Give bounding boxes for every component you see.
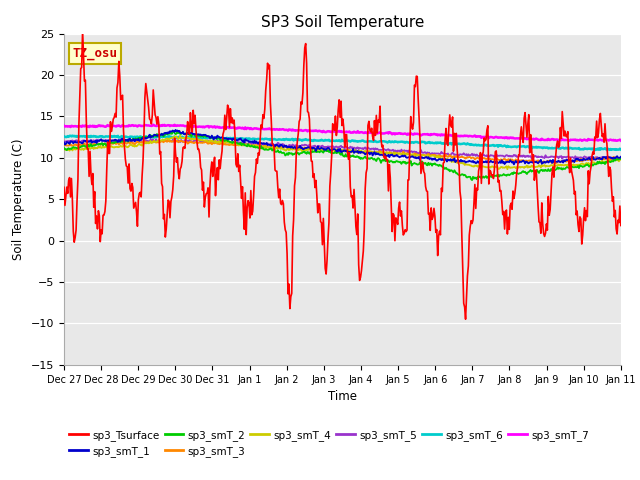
sp3_smT_1 bbox=[60, 140, 68, 145]
sp3_smT_3 bbox=[617, 155, 625, 161]
Line: sp3_Tsurface: sp3_Tsurface bbox=[64, 30, 621, 319]
sp3_smT_5 bbox=[159, 138, 167, 144]
sp3_smT_4 bbox=[159, 137, 166, 143]
Line: sp3_smT_5: sp3_smT_5 bbox=[64, 139, 621, 159]
sp3_smT_4 bbox=[60, 146, 68, 152]
sp3_smT_1 bbox=[172, 127, 179, 133]
sp3_smT_6 bbox=[159, 133, 167, 139]
Line: sp3_smT_2: sp3_smT_2 bbox=[64, 132, 621, 180]
sp3_smT_7 bbox=[433, 132, 440, 137]
Line: sp3_smT_7: sp3_smT_7 bbox=[64, 125, 621, 141]
sp3_smT_7 bbox=[389, 131, 397, 136]
sp3_smT_2 bbox=[60, 145, 68, 151]
Line: sp3_smT_1: sp3_smT_1 bbox=[64, 130, 621, 164]
sp3_smT_1 bbox=[159, 132, 166, 138]
sp3_smT_5 bbox=[60, 139, 68, 145]
sp3_smT_7 bbox=[617, 138, 625, 144]
Text: TZ_osu: TZ_osu bbox=[72, 47, 117, 60]
sp3_Tsurface bbox=[481, 138, 489, 144]
sp3_Tsurface bbox=[433, 227, 440, 232]
sp3_smT_6 bbox=[60, 133, 68, 139]
sp3_smT_1 bbox=[617, 154, 625, 160]
sp3_Tsurface bbox=[60, 184, 68, 190]
sp3_smT_4 bbox=[504, 166, 511, 172]
sp3_smT_6 bbox=[204, 134, 212, 140]
sp3_smT_1 bbox=[480, 159, 488, 165]
sp3_Tsurface bbox=[461, 316, 469, 322]
sp3_smT_1 bbox=[204, 133, 212, 139]
sp3_smT_3 bbox=[60, 142, 68, 148]
sp3_smT_4 bbox=[204, 138, 212, 144]
sp3_smT_5 bbox=[617, 155, 625, 160]
sp3_smT_2 bbox=[481, 174, 489, 180]
sp3_smT_5 bbox=[597, 156, 605, 162]
Line: sp3_smT_3: sp3_smT_3 bbox=[64, 140, 621, 163]
Legend: sp3_Tsurface, sp3_smT_1, sp3_smT_2, sp3_smT_3, sp3_smT_4, sp3_smT_5, sp3_smT_6, : sp3_Tsurface, sp3_smT_1, sp3_smT_2, sp3_… bbox=[69, 430, 589, 456]
X-axis label: Time: Time bbox=[328, 390, 357, 403]
sp3_smT_7 bbox=[149, 122, 157, 128]
sp3_smT_4 bbox=[617, 156, 625, 162]
sp3_smT_6 bbox=[433, 141, 440, 146]
sp3_Tsurface bbox=[79, 27, 86, 33]
sp3_smT_6 bbox=[313, 138, 321, 144]
sp3_smT_3 bbox=[433, 153, 440, 159]
sp3_smT_6 bbox=[68, 133, 76, 139]
sp3_smT_7 bbox=[159, 123, 167, 129]
sp3_smT_7 bbox=[480, 134, 488, 140]
sp3_smT_2 bbox=[204, 133, 212, 139]
sp3_Tsurface bbox=[313, 192, 321, 198]
sp3_smT_2 bbox=[389, 160, 397, 166]
sp3_smT_7 bbox=[204, 123, 212, 129]
sp3_smT_7 bbox=[60, 123, 68, 129]
sp3_smT_2 bbox=[313, 149, 321, 155]
sp3_Tsurface bbox=[159, 216, 167, 222]
sp3_smT_3 bbox=[480, 155, 488, 161]
sp3_smT_1 bbox=[313, 146, 321, 152]
Line: sp3_smT_4: sp3_smT_4 bbox=[64, 136, 621, 169]
Title: SP3 Soil Temperature: SP3 Soil Temperature bbox=[260, 15, 424, 30]
sp3_smT_5 bbox=[433, 151, 440, 156]
sp3_smT_4 bbox=[389, 151, 397, 157]
sp3_smT_6 bbox=[480, 143, 488, 148]
sp3_smT_1 bbox=[389, 153, 397, 159]
sp3_smT_3 bbox=[389, 151, 397, 156]
sp3_smT_5 bbox=[313, 144, 321, 150]
sp3_smT_3 bbox=[313, 146, 321, 152]
sp3_smT_6 bbox=[591, 147, 598, 153]
sp3_Tsurface bbox=[617, 223, 625, 228]
sp3_smT_6 bbox=[389, 139, 397, 145]
sp3_smT_5 bbox=[204, 138, 212, 144]
sp3_smT_1 bbox=[510, 161, 518, 167]
sp3_smT_7 bbox=[313, 128, 321, 134]
sp3_smT_5 bbox=[389, 147, 397, 153]
sp3_smT_2 bbox=[617, 156, 625, 162]
sp3_smT_7 bbox=[578, 138, 586, 144]
sp3_smT_2 bbox=[170, 129, 177, 134]
sp3_smT_4 bbox=[433, 154, 440, 160]
sp3_smT_5 bbox=[152, 136, 160, 142]
sp3_smT_2 bbox=[433, 162, 440, 168]
sp3_smT_2 bbox=[468, 177, 476, 183]
sp3_smT_5 bbox=[480, 152, 488, 158]
sp3_smT_3 bbox=[204, 141, 212, 147]
sp3_smT_3 bbox=[551, 160, 559, 166]
sp3_smT_1 bbox=[433, 158, 440, 164]
sp3_smT_4 bbox=[480, 164, 488, 170]
sp3_smT_3 bbox=[159, 139, 166, 144]
sp3_smT_4 bbox=[177, 133, 184, 139]
sp3_Tsurface bbox=[389, 211, 397, 216]
Y-axis label: Soil Temperature (C): Soil Temperature (C) bbox=[12, 138, 26, 260]
sp3_Tsurface bbox=[204, 185, 212, 191]
Line: sp3_smT_6: sp3_smT_6 bbox=[64, 136, 621, 150]
sp3_smT_3 bbox=[164, 137, 172, 143]
sp3_smT_2 bbox=[159, 131, 166, 137]
sp3_smT_6 bbox=[617, 146, 625, 152]
sp3_smT_4 bbox=[313, 147, 321, 153]
